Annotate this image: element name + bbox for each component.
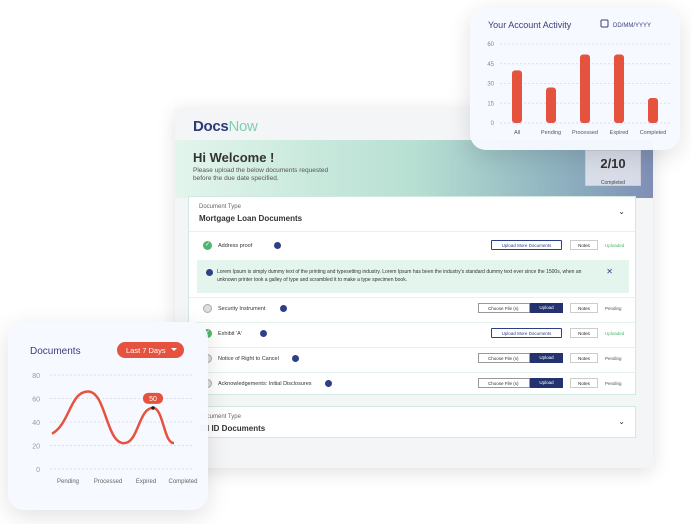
document-type-name: All ID Documents (199, 424, 266, 433)
close-icon[interactable]: ✕ (606, 267, 613, 276)
calendar-icon (600, 19, 609, 28)
document-row: ✓ Exhibit 'A' Upload More Documents Notes… (189, 322, 637, 347)
chevron-down-icon[interactable]: ⌄ (618, 207, 625, 216)
chevron-down-icon[interactable]: ⌄ (618, 417, 625, 426)
date-picker[interactable]: DD/MM/YYYY (613, 23, 651, 29)
pending-icon (203, 304, 212, 313)
y-tick-label: 60 (487, 42, 494, 48)
x-tick-label: Completed (168, 479, 197, 485)
x-tick-label: Processed (94, 479, 122, 485)
document-type-name: Mortgage Loan Documents (199, 214, 303, 223)
x-tick-label: Completed (640, 130, 667, 136)
logo: DocsNow (193, 118, 258, 135)
data-label: 50 (149, 396, 157, 403)
chart-title: Your Account Activity (488, 20, 572, 30)
choose-file-button[interactable]: Choose File (s) (478, 353, 530, 363)
bar (614, 54, 624, 123)
info-icon[interactable] (292, 355, 299, 362)
x-tick-label: Pending (541, 130, 561, 136)
document-type-label: Document Type (199, 204, 241, 210)
notes-button[interactable]: Notes (570, 353, 598, 363)
y-tick-label: 45 (487, 62, 494, 68)
x-tick-label: All (514, 130, 520, 136)
info-icon[interactable] (260, 330, 267, 337)
bar (580, 54, 590, 123)
y-tick-label: 0 (491, 121, 495, 127)
document-name: Exhibit 'A' (218, 331, 242, 337)
check-circle-icon: ✓ (203, 241, 212, 250)
notes-button[interactable]: Notes (570, 240, 598, 250)
y-tick-label: 60 (32, 397, 40, 404)
filter-label: Last 7 Days (126, 346, 166, 355)
document-row: Notice of Right to Cancel Choose File (s… (189, 347, 637, 372)
bar (648, 97, 658, 123)
filter-dropdown[interactable] (117, 342, 184, 358)
upload-more-button[interactable]: Upload More Documents (491, 240, 562, 250)
document-type-label: Document Type (199, 414, 241, 420)
y-tick-label: 80 (32, 373, 40, 380)
x-tick-label: Processed (572, 130, 598, 136)
x-tick-label: Expired (136, 479, 156, 485)
notes-button[interactable]: Notes (570, 303, 598, 313)
y-tick-label: 30 (487, 82, 494, 88)
document-type-card: Document Type All ID Documents ⌄ (188, 406, 636, 438)
choose-file-button[interactable]: Choose File (s) (478, 303, 530, 313)
info-icon[interactable] (280, 305, 287, 312)
choose-file-button[interactable]: Choose File (s) (478, 378, 530, 388)
welcome-subtitle: Please upload the below documents reques… (193, 167, 329, 182)
documents-chart: Documents Last 7 Days 0 20 40 60 80 Pending Pr… (30, 342, 198, 485)
chart-title: Documents (30, 346, 81, 357)
y-tick-label: 15 (487, 101, 494, 107)
status-label: Pending (605, 356, 622, 361)
document-name: Security Instrument (218, 306, 266, 312)
data-label-bg (143, 392, 163, 404)
x-tick-label: Pending (57, 479, 79, 485)
info-icon (206, 269, 213, 276)
info-icon[interactable] (325, 380, 332, 387)
x-tick-label: Expired (610, 130, 629, 136)
document-name: Acknowledgements: Initial Disclosures (218, 381, 312, 387)
status-label: Uploaded (605, 243, 625, 248)
document-name: Notice of Right to Cancel (218, 356, 279, 362)
welcome-title: Hi Welcome ! (193, 150, 275, 165)
notes-button[interactable]: Notes (570, 378, 598, 388)
info-box: Lorem Ipsum is simply dummy text of the … (197, 260, 629, 293)
docs-portal-window: DocsNow Hi Welcome ! Please upload the b… (175, 108, 653, 468)
info-text: Lorem Ipsum is simply dummy text of the … (217, 269, 582, 283)
document-row: ✓ Address proof Upload More Documents Not… (189, 234, 637, 259)
document-row: Security Instrument Choose File (s) Uploa… (189, 297, 637, 322)
series-line (51, 390, 175, 445)
upload-more-button[interactable]: Upload More Documents (491, 328, 562, 338)
info-icon[interactable] (274, 242, 281, 249)
document-name: Address proof (218, 243, 253, 249)
document-row: Acknowledgements: Initial Disclosures Ch… (189, 372, 637, 397)
documents-card: Documents Last 7 Days 0 20 40 60 80 Pending Pr… (8, 322, 208, 510)
status-label: Uploaded (605, 331, 625, 336)
progress-badge: 2/10 Completed (585, 150, 641, 186)
upload-button[interactable]: Upload (530, 378, 563, 388)
caret-down-icon (171, 348, 177, 351)
bar (512, 70, 522, 123)
account-activity-chart: Your Account Activity DD/MM/YYYY 0 15 30 45… (487, 19, 670, 136)
bar (546, 87, 556, 123)
status-label: Pending (605, 381, 622, 386)
y-tick-label: 0 (36, 467, 40, 474)
document-type-card: Document Type Mortgage Loan Documents ⌄ … (188, 196, 637, 397)
upload-button[interactable]: Upload (530, 303, 563, 313)
data-point (151, 406, 155, 410)
upload-button[interactable]: Upload (530, 353, 563, 363)
account-activity-card: Your Account Activity DD/MM/YYYY 0 15 30 45… (470, 8, 680, 150)
y-tick-label: 20 (32, 444, 40, 451)
status-label: Pending (605, 306, 622, 311)
y-tick-label: 40 (32, 420, 40, 427)
notes-button[interactable]: Notes (570, 328, 598, 338)
